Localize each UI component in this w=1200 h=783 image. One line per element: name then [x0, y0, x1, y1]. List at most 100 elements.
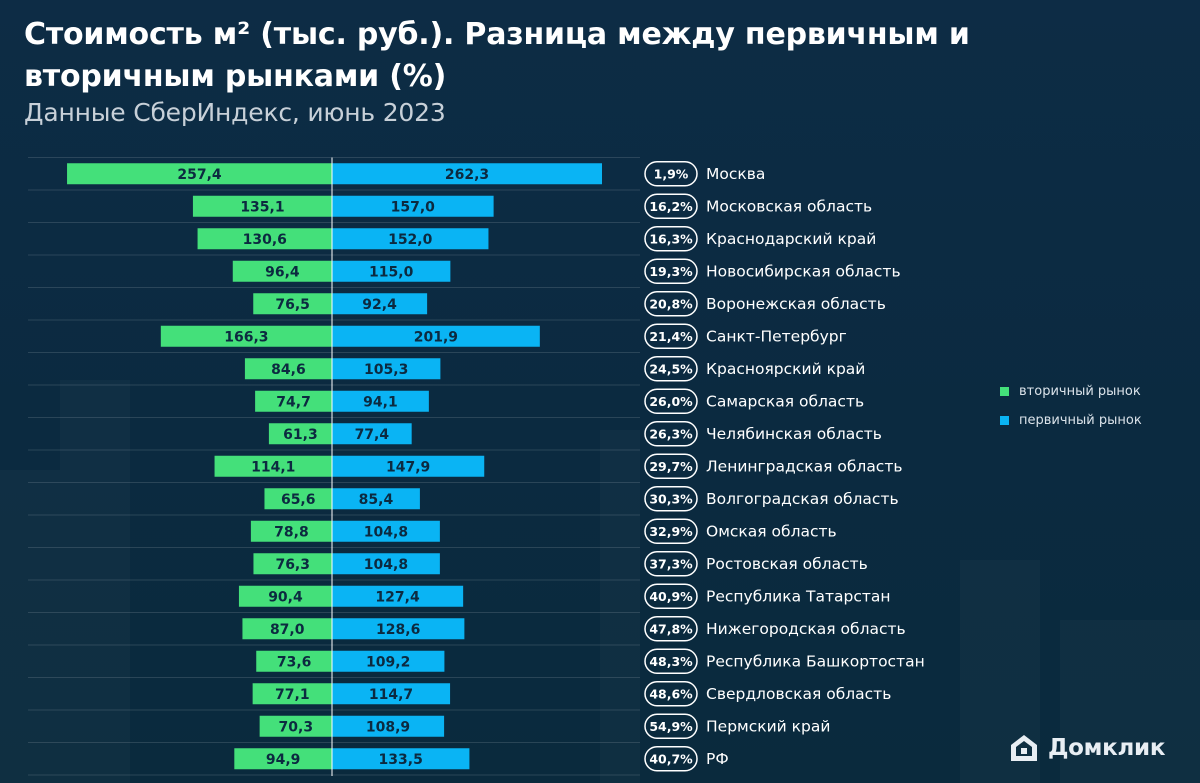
bar-label-primary: 127,4 — [375, 589, 420, 605]
difference-label: 16,3% — [649, 231, 693, 246]
region-label: Самарская область — [706, 392, 864, 410]
bar-label-primary: 94,1 — [363, 394, 398, 410]
region-label: Московская область — [706, 197, 872, 215]
bar-secondary — [67, 163, 332, 185]
region-label: Челябинская область — [706, 425, 882, 443]
region-label: Пермский край — [706, 717, 830, 735]
legend-item-primary: первичный рынок — [1000, 412, 1142, 428]
bar-secondary — [264, 488, 332, 510]
bar-secondary — [197, 228, 332, 250]
bar-primary — [332, 520, 440, 542]
difference-label: 19,3% — [649, 264, 693, 279]
bar-secondary — [250, 520, 332, 542]
legend: вторичный рынок первичный рынок — [1000, 383, 1142, 441]
bar-primary — [332, 163, 602, 185]
labels: 257,4 262,3 1,9% Москва 135,1 157,0 16,2% Моско… — [177, 161, 925, 772]
bar-secondary — [253, 553, 332, 575]
difference-pill — [644, 258, 698, 284]
difference-label: 32,9% — [649, 524, 693, 539]
brand-logo: Домклик — [1008, 732, 1165, 764]
bar-label-primary: 109,2 — [366, 654, 410, 670]
difference-label: 24,5% — [649, 361, 693, 376]
legend-swatch-secondary — [1000, 386, 1009, 396]
bar-label-primary: 92,4 — [362, 297, 397, 313]
bar-primary — [332, 650, 445, 672]
bar-primary — [332, 488, 420, 510]
difference-label: 20,8% — [649, 296, 693, 311]
bar-label-secondary: 94,9 — [266, 752, 301, 768]
bar-primary — [332, 260, 451, 282]
bar-label-primary: 152,0 — [388, 232, 433, 248]
difference-pill — [644, 746, 698, 772]
bar-label-primary: 115,0 — [369, 264, 414, 280]
bar-primary — [332, 228, 489, 250]
difference-pill — [644, 486, 698, 512]
difference-label: 21,4% — [649, 329, 693, 344]
bar-secondary — [160, 325, 332, 347]
difference-pill — [644, 161, 698, 187]
bar-primary — [332, 293, 428, 315]
difference-label: 48,6% — [649, 686, 693, 701]
bar-secondary — [242, 618, 332, 640]
region-label: РФ — [706, 750, 729, 768]
region-label: Омская область — [706, 522, 837, 540]
bar-label-secondary: 77,1 — [275, 687, 310, 703]
difference-label: 40,9% — [649, 589, 693, 604]
region-label: Красноярский край — [706, 360, 865, 378]
bar-secondary — [192, 195, 332, 217]
grid-lines — [28, 157, 640, 776]
bar-label-secondary: 135,1 — [240, 199, 284, 215]
bar-label-secondary: 78,8 — [274, 524, 309, 540]
difference-pill — [644, 681, 698, 707]
difference-pill — [644, 583, 698, 609]
bar-secondary — [253, 293, 332, 315]
legend-label-secondary: вторичный рынок — [1019, 383, 1141, 399]
difference-label: 48,3% — [649, 654, 693, 669]
difference-label: 37,3% — [649, 556, 693, 571]
bar-secondary — [244, 358, 332, 380]
region-label: Воронежская область — [706, 295, 886, 313]
bar-label-secondary: 74,7 — [276, 394, 311, 410]
legend-label-primary: первичный рынок — [1019, 412, 1142, 428]
bar-secondary — [234, 748, 332, 770]
difference-pill — [644, 193, 698, 219]
difference-label: 30,3% — [649, 491, 693, 506]
bar-primary — [332, 358, 441, 380]
bar-label-secondary: 130,6 — [243, 232, 287, 248]
bar-label-primary: 85,4 — [359, 492, 394, 508]
bar-label-primary: 147,9 — [386, 459, 430, 475]
bar-secondary — [214, 455, 332, 477]
chart-title: Стоимость м² (тыс. руб.). Разница между … — [24, 17, 970, 94]
difference-pill — [644, 616, 698, 642]
bar-label-primary: 128,6 — [376, 622, 420, 638]
bar-secondary — [255, 390, 332, 412]
bar-secondary — [232, 260, 332, 282]
bar-label-primary: 201,9 — [414, 329, 458, 345]
home-icon — [1011, 735, 1037, 761]
bar-label-primary: 77,4 — [355, 427, 390, 443]
difference-label: 40,7% — [649, 751, 693, 766]
difference-pill — [644, 323, 698, 349]
region-label: Республика Башкортостан — [706, 652, 925, 670]
region-label: Москва — [706, 165, 765, 183]
bar-label-secondary: 65,6 — [281, 492, 316, 508]
legend-item-secondary: вторичный рынок — [1000, 383, 1142, 399]
bar-primary — [332, 618, 465, 640]
difference-pill — [644, 551, 698, 577]
region-label: Ростовская область — [706, 555, 868, 573]
bar-label-primary: 108,9 — [366, 719, 410, 735]
bar-label-secondary: 84,6 — [271, 362, 306, 378]
bar-secondary — [268, 423, 332, 445]
region-label: Свердловская область — [706, 685, 891, 703]
bar-primary — [332, 585, 464, 607]
legend-swatch-primary — [1000, 415, 1009, 425]
difference-label: 54,9% — [649, 719, 693, 734]
difference-label: 47,8% — [649, 621, 693, 636]
brand-name: Домклик — [1048, 735, 1166, 761]
bar-primary — [332, 715, 445, 737]
bar-secondary — [252, 683, 332, 705]
region-label: Республика Татарстан — [706, 587, 891, 605]
bar-label-secondary: 61,3 — [283, 427, 318, 443]
bar-label-secondary: 76,3 — [275, 557, 310, 573]
